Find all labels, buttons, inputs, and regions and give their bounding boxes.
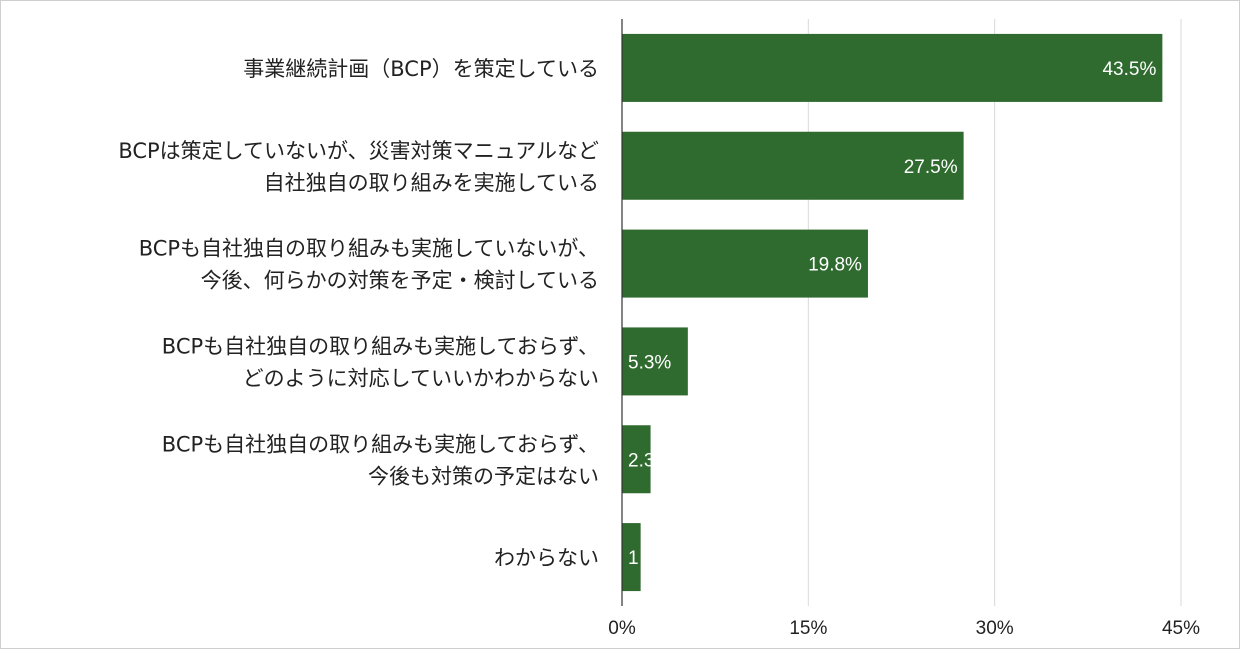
bar <box>622 327 688 396</box>
category-label-line: 今後、何らかの対策を予定・検討している <box>201 269 599 293</box>
category-label: BCPも自社独自の取り組みも実施しておらず、今後も対策の予定はない <box>162 432 599 488</box>
x-tick-label: 0% <box>608 618 636 639</box>
bar <box>622 425 651 494</box>
category-label: BCPも自社独自の取り組みも実施していないが、今後、何らかの対策を予定・検討して… <box>139 237 599 293</box>
category-label-line: わからない <box>494 546 599 570</box>
category-label: 事業継続計画（BCP）を策定している <box>243 57 599 81</box>
bar <box>622 229 868 298</box>
category-labels: 事業継続計画（BCP）を策定している BCPは策定していないが、災害対策マニュアル… <box>118 57 599 570</box>
category-label-line: 今後も対策の予定はない <box>368 464 599 488</box>
data-labels: 43.5% 27.5% 19.8% 5.3% 2.3 1 <box>628 59 1156 569</box>
data-label: 2.3 <box>628 450 654 471</box>
category-label-line: BCPも自社独自の取り組みも実施しておらず、 <box>162 334 599 358</box>
bar <box>622 33 1163 102</box>
bar <box>622 523 641 592</box>
category-label-line: BCPは策定していないが、災害対策マニュアルなど <box>118 139 599 163</box>
x-tick-label: 15% <box>789 618 827 639</box>
data-label: 1 <box>628 548 639 569</box>
data-label: 5.3% <box>628 352 671 373</box>
category-label-line: 事業継続計画（BCP）を策定している <box>243 57 599 81</box>
x-tick-label: 45% <box>1162 618 1200 639</box>
data-label: 43.5% <box>1102 59 1156 80</box>
category-label-line: 自社独自の取り組みを実施している <box>264 171 599 195</box>
category-label-line: BCPも自社独自の取り組みも実施しておらず、 <box>162 432 599 456</box>
bar <box>622 131 964 200</box>
x-tick-label: 30% <box>976 618 1014 639</box>
data-label: 27.5% <box>904 157 958 178</box>
category-label: BCPも自社独自の取り組みも実施しておらず、どのように対応していいかわからない <box>162 334 599 390</box>
data-label: 19.8% <box>808 255 862 276</box>
category-label: わからない <box>494 546 599 570</box>
category-label: BCPは策定していないが、災害対策マニュアルなど自社独自の取り組みを実施している <box>118 139 599 195</box>
bars <box>622 33 1163 592</box>
x-tick-labels: 0% 15% 30% 45% <box>608 618 1200 639</box>
gridlines <box>807 19 1182 606</box>
category-label-line: BCPも自社独自の取り組みも実施していないが、 <box>139 237 599 261</box>
category-label-line: どのように対応していいかわからない <box>243 366 599 390</box>
